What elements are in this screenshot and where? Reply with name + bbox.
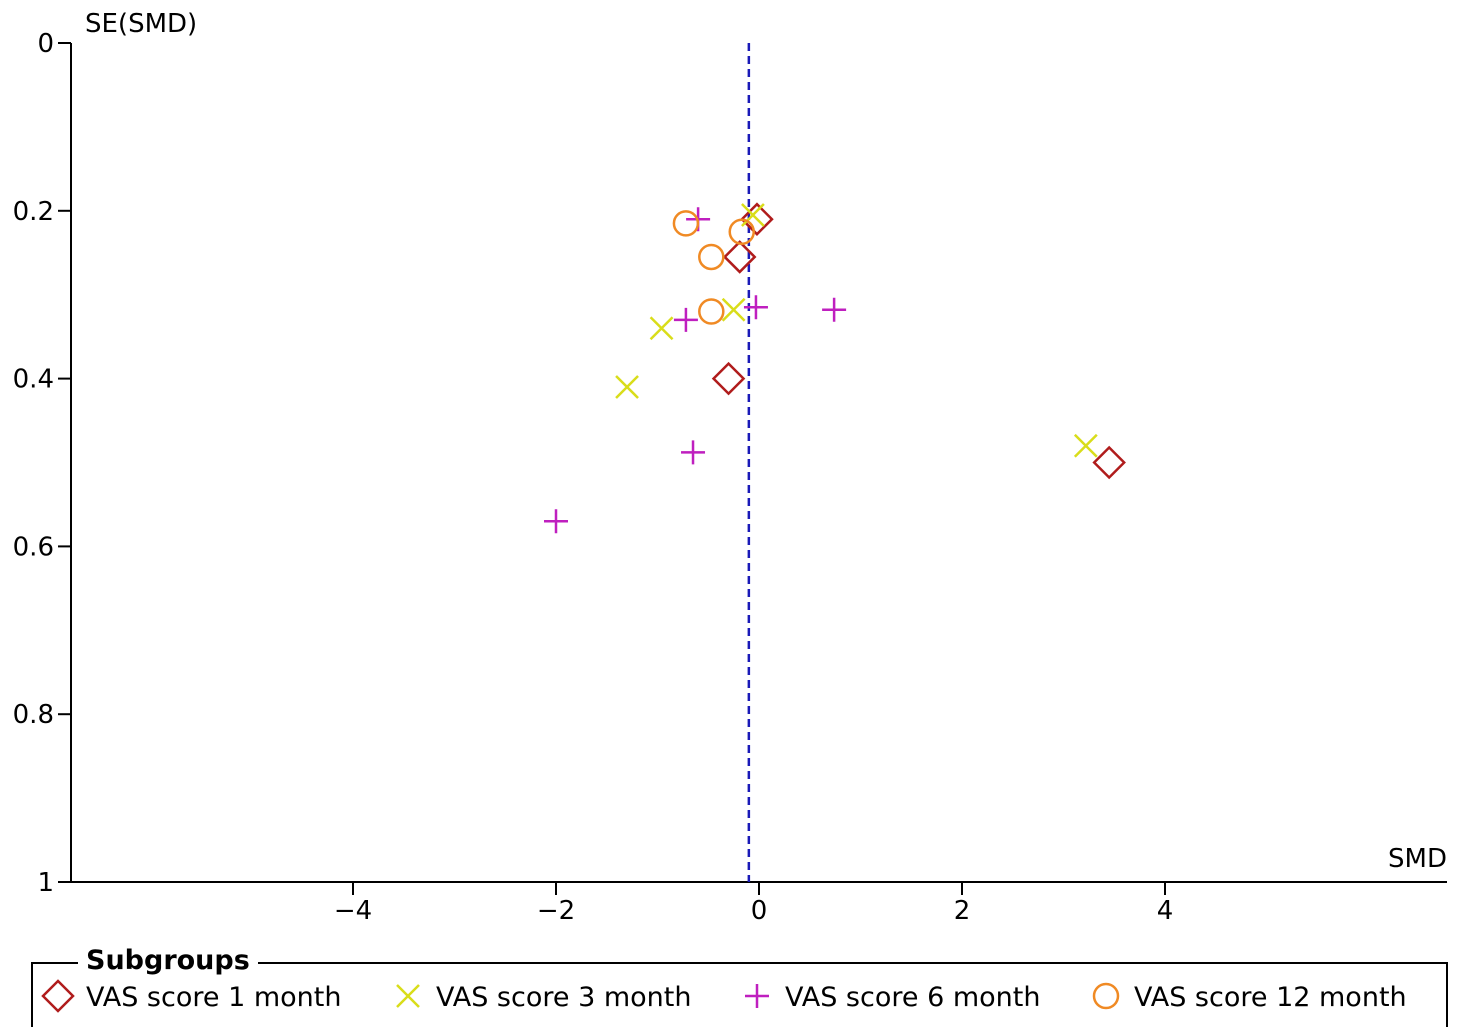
data-point-diamond-series-1 <box>722 240 757 274</box>
legend-label-series-3: VAS score 6 month <box>785 982 1040 1013</box>
data-point-plus-series-3 <box>681 440 706 465</box>
legend-title: Subgroups <box>86 945 250 976</box>
data-point-plus-series-3 <box>673 307 698 332</box>
legend-plus-icon <box>745 984 769 1008</box>
data-point-cross-series-2 <box>741 203 765 227</box>
y-tick-label: 0.4 <box>13 365 54 395</box>
x-tick-label: −4 <box>334 896 372 926</box>
legend-label-series-1: VAS score 1 month <box>86 982 341 1013</box>
x-tick-label: 0 <box>751 896 768 926</box>
data-point-diamond-series-1 <box>740 202 774 236</box>
y-axis-title: SE(SMD) <box>85 9 197 39</box>
y-tick-label: 0.2 <box>13 197 54 227</box>
data-point-circle-series-4 <box>672 210 700 237</box>
axes: 0 0.2 0.4 0.6 0.8 1 −4 −2 0 2 4 <box>13 29 1447 926</box>
data-point-plus-series-3 <box>544 509 568 534</box>
data-point-plus-series-3 <box>743 295 768 320</box>
legend-cross-icon <box>396 984 420 1008</box>
legend-title-background <box>78 945 258 979</box>
x-tick-label: 2 <box>954 896 971 926</box>
x-tick-label: −2 <box>537 896 575 926</box>
data-point-diamond-series-1 <box>1092 445 1126 480</box>
x-axis-title: SMD <box>1388 844 1447 874</box>
legend-diamond-icon <box>41 979 75 1013</box>
data-point-diamond-series-1 <box>711 361 746 396</box>
data-point-circle-series-4 <box>728 218 755 246</box>
data-point-cross-series-2 <box>615 375 639 399</box>
legend: Subgroups VAS score 1 month VAS score 3 m… <box>31 945 1448 1027</box>
legend-label-series-4: VAS score 12 month <box>1134 982 1407 1013</box>
y-tick-label: 1 <box>37 868 54 898</box>
data-point-cross-series-2 <box>1073 433 1098 458</box>
legend-border <box>31 962 1448 1027</box>
y-tick-label: 0.6 <box>13 532 54 562</box>
data-points <box>544 202 1126 534</box>
x-tick-label: 4 <box>1157 896 1174 926</box>
y-tick-label: 0 <box>37 29 54 59</box>
y-tick-label: 0.8 <box>13 700 54 730</box>
data-point-cross-series-2 <box>721 297 746 322</box>
legend-items: VAS score 1 month VAS score 3 month VAS sc… <box>41 979 1407 1013</box>
legend-circle-icon <box>1092 982 1120 1010</box>
data-point-circle-series-4 <box>698 243 725 271</box>
data-point-plus-series-3 <box>822 297 847 322</box>
data-point-cross-series-2 <box>649 316 674 341</box>
data-point-circle-series-4 <box>698 298 725 325</box>
legend-label-series-2: VAS score 3 month <box>436 982 691 1013</box>
